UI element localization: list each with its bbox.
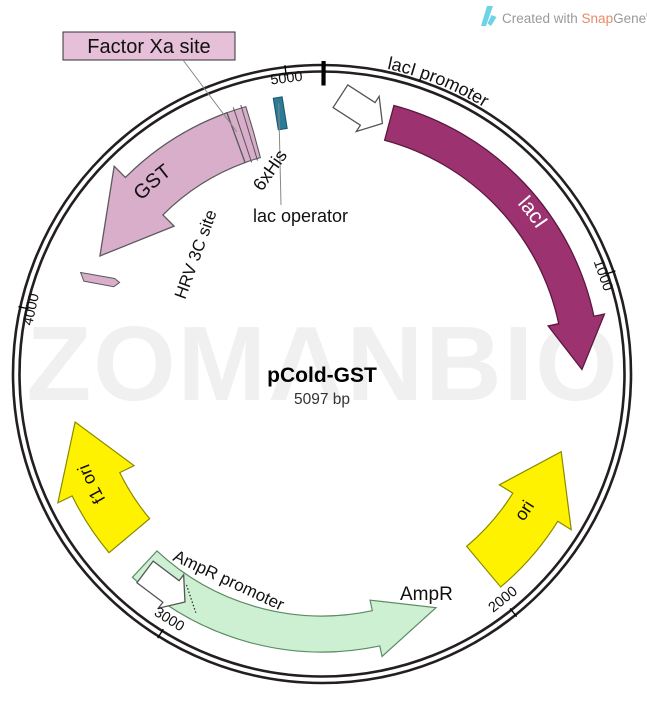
svg-text:lac operator: lac operator — [253, 206, 348, 226]
svg-text:pCold-GST: pCold-GST — [267, 364, 377, 387]
svg-text:AmpR: AmpR — [400, 584, 453, 605]
svg-text:Created with SnapGene®: Created with SnapGene® — [502, 10, 647, 26]
svg-text:5097 bp: 5097 bp — [294, 391, 350, 408]
svg-text:Factor Xa site: Factor Xa site — [87, 36, 210, 58]
